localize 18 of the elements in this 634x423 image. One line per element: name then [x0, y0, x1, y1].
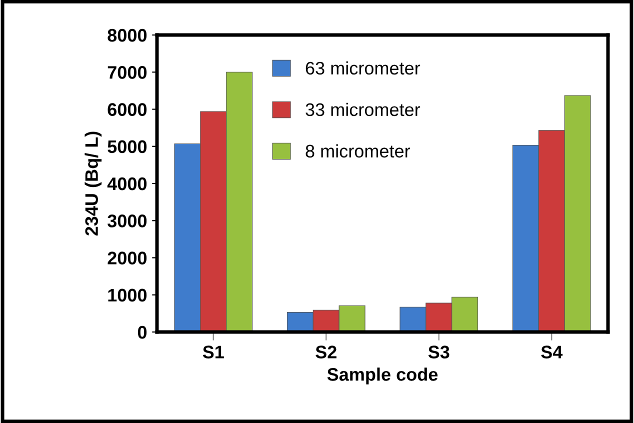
x-tick-label: S3 — [428, 346, 450, 358]
x-tick-label: S4 — [541, 346, 563, 358]
x-axis-title: Sample code — [327, 368, 438, 384]
y-tick-label: 8000 — [108, 28, 147, 42]
y-axis-title: 234U (Bq/ L) — [84, 132, 102, 236]
y-tick-label: 5000 — [108, 140, 147, 154]
y-tick-label: 4000 — [107, 177, 147, 190]
y-tick-label: 0 — [138, 326, 147, 339]
y-tick-label: 2000 — [108, 252, 147, 264]
legend-label: 33 micrometer — [306, 102, 420, 116]
x-tick-label: S2 — [316, 346, 336, 358]
y-tick-label: 7000 — [108, 66, 147, 79]
x-tick-label: S1 — [202, 346, 224, 358]
legend-label: 8 micrometer — [306, 144, 410, 158]
y-tick-label: 1000 — [108, 288, 147, 302]
y-tick-label: 6000 — [108, 103, 147, 116]
legend-label: 63 micrometer — [306, 61, 420, 75]
y-tick-label: 3000 — [108, 214, 147, 228]
